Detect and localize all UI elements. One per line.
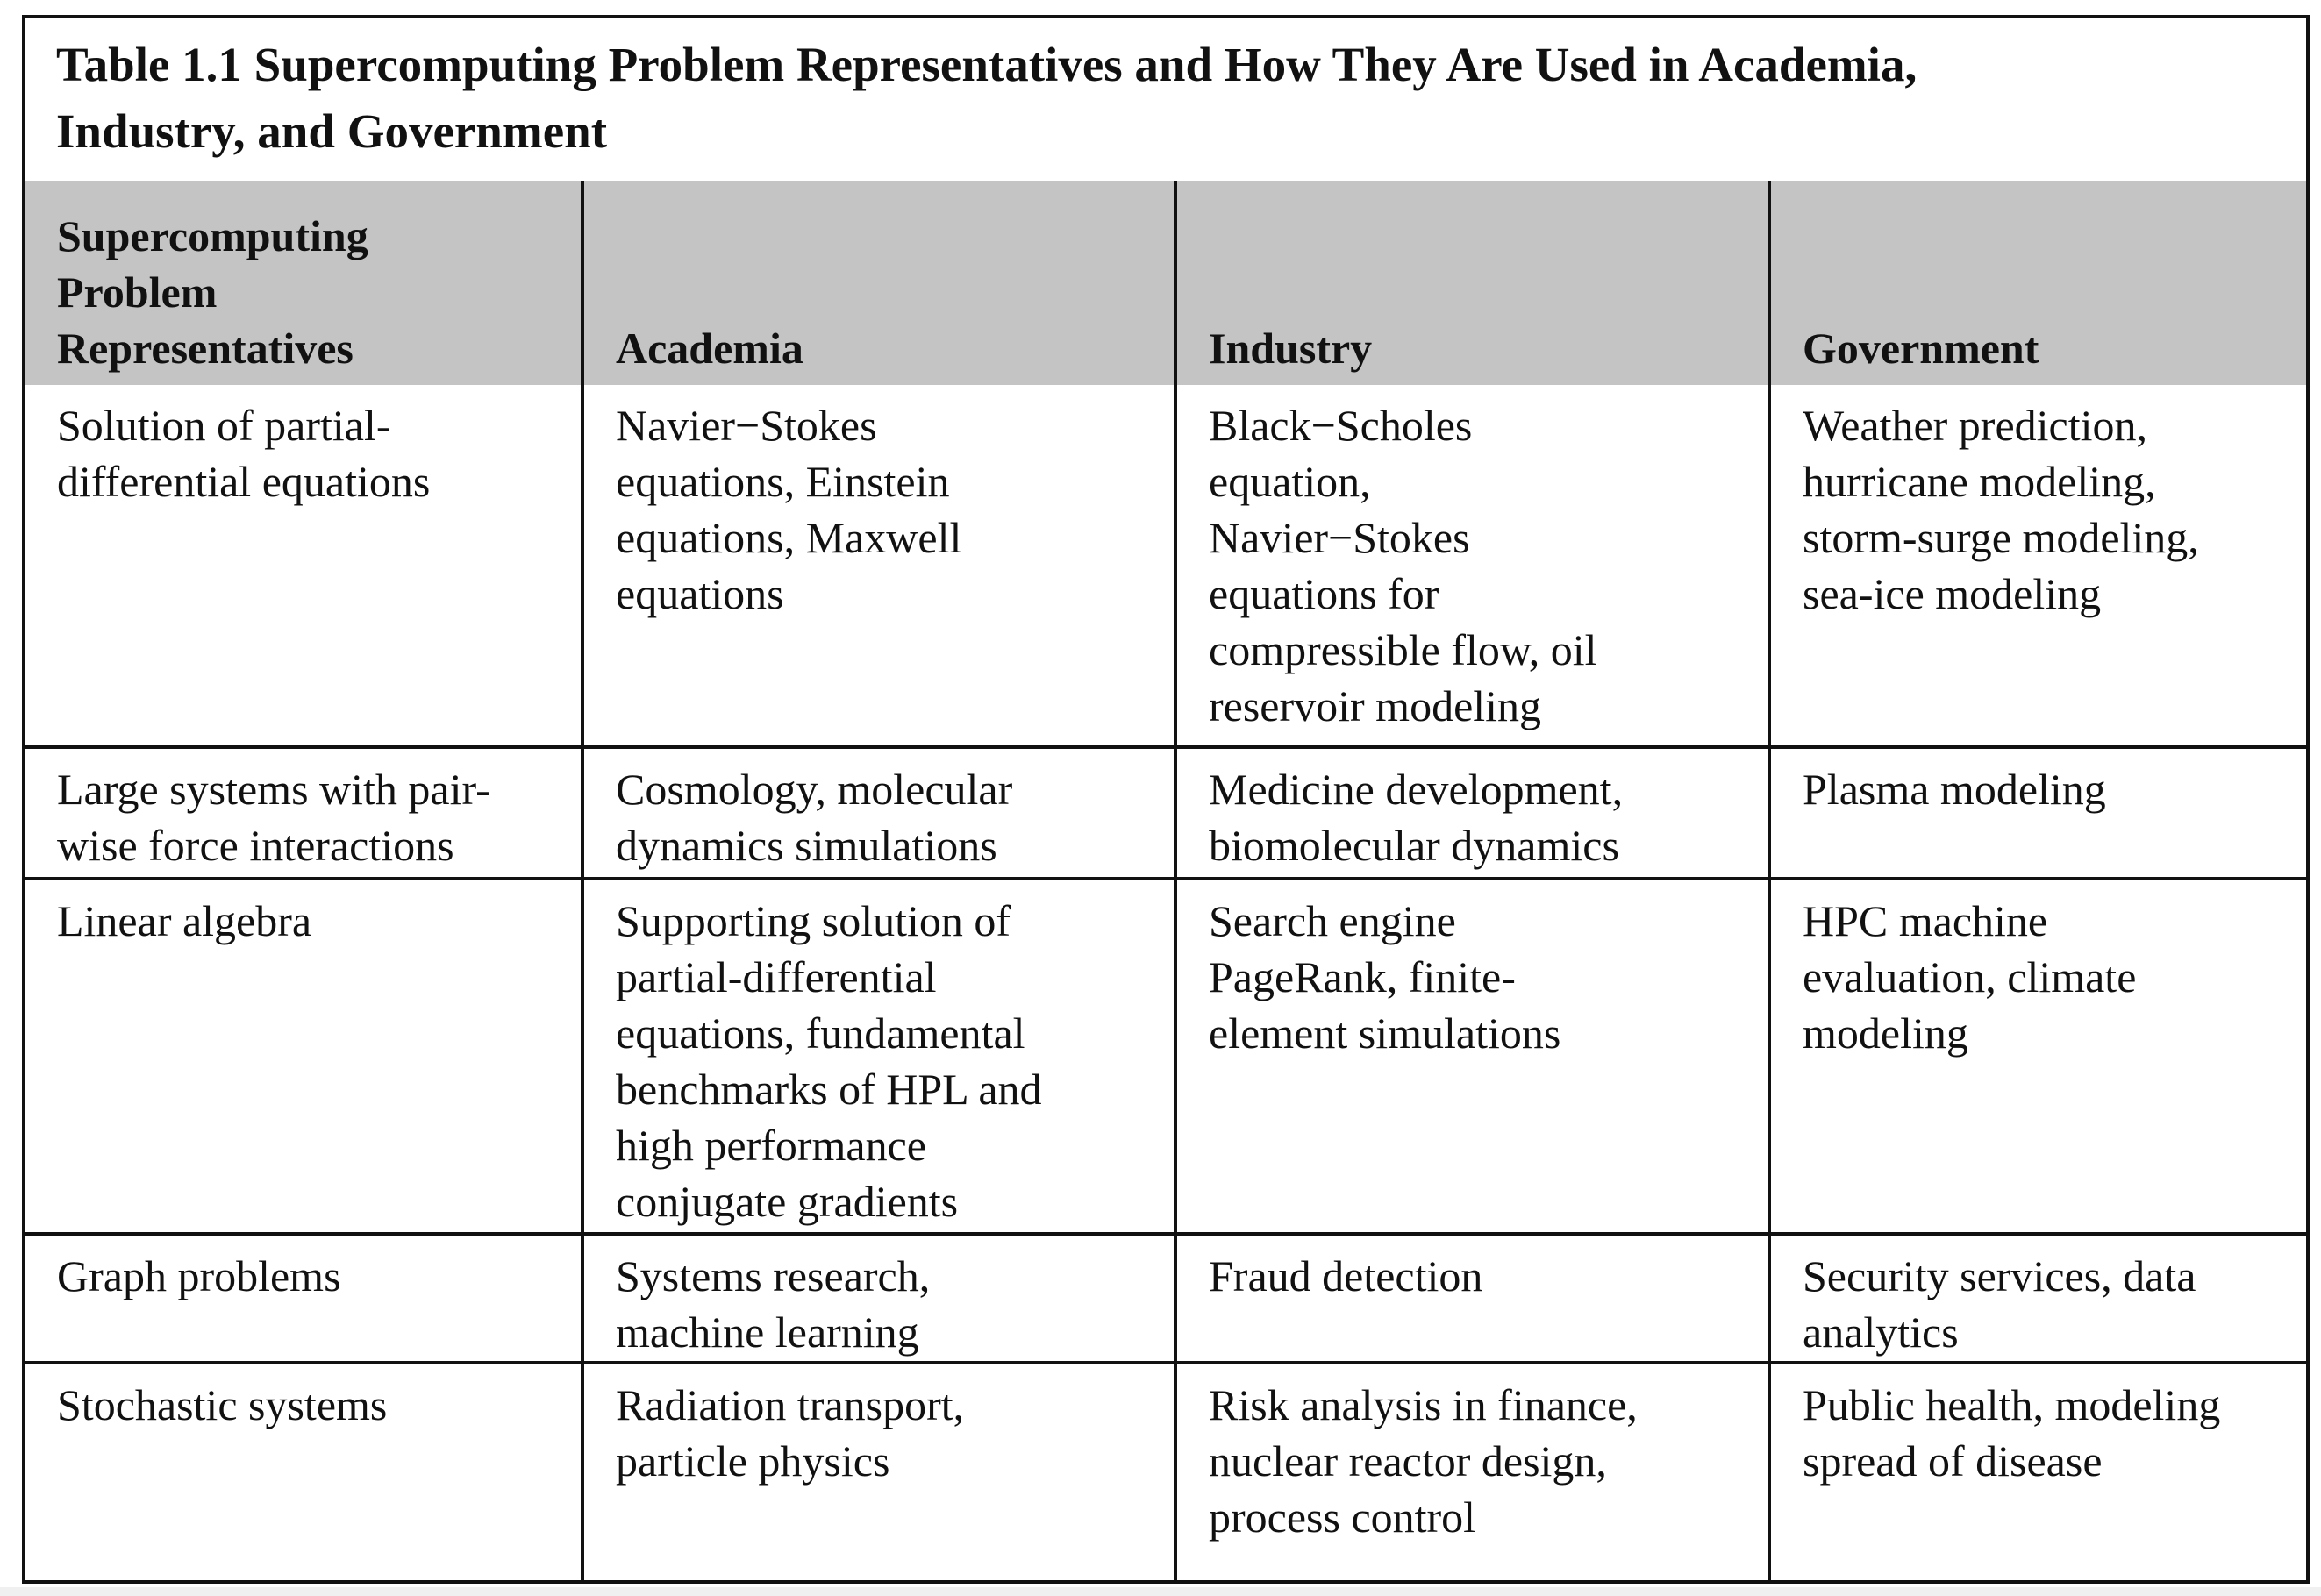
column-header-academia: Academia — [581, 181, 1174, 385]
table-title: Table 1.1 Supercomputing Problem Represe… — [56, 38, 1918, 158]
table-cell-government: Public health, modeling spread of diseas… — [1768, 1364, 2306, 1580]
table-cell-government: Plasma modeling — [1768, 749, 2306, 880]
table-cell-government: HPC machine evaluation, climate modeling — [1768, 880, 2306, 1236]
table-frame — [22, 15, 2310, 1584]
page-bottom-strip — [0, 1587, 2321, 1596]
table-cell-academia: Navier−Stokes equations, Einstein equati… — [581, 385, 1174, 749]
table-cell-problem: Solution of partial- differential equati… — [25, 385, 581, 749]
table-cell-academia: Systems research, machine learning — [581, 1236, 1174, 1364]
column-header-problem: Supercomputing Problem Representatives — [25, 181, 581, 385]
table-cell-industry: Risk analysis in finance, nuclear reacto… — [1174, 1364, 1768, 1580]
table-cell-problem: Stochastic systems — [57, 1380, 388, 1429]
table-cell-government: Weather prediction, hurricane modeling, … — [1768, 385, 2306, 749]
table-cell-government: Security services, data analytics — [1768, 1236, 2306, 1364]
table-cell-problem: Large systems with pair- wise force inte… — [25, 749, 581, 880]
table-cell-academia: Supporting solution of partial-different… — [581, 880, 1174, 1236]
table-cell-industry: Search engine PageRank, finite- element … — [1174, 880, 1768, 1236]
column-header-industry: Industry — [1174, 181, 1768, 385]
table-cell-industry: Medicine development, biomolecular dynam… — [1174, 749, 1768, 880]
table-cell-academia: Cosmology, molecular dynamics simulation… — [581, 749, 1174, 880]
table-cell-problem: Linear algebra — [25, 880, 581, 1236]
table-cell-industry: Fraud detection — [1174, 1236, 1768, 1364]
table-cell-problem: Graph problems — [25, 1236, 581, 1364]
data-table: Supercomputing Problem Representatives A… — [25, 181, 2306, 1580]
column-header-government: Government — [1768, 181, 2306, 385]
table-cell-industry: Black−Scholes equation, Navier−Stokes eq… — [1174, 385, 1768, 749]
table-cell-academia: Radiation transport, particle physics — [581, 1364, 1174, 1580]
